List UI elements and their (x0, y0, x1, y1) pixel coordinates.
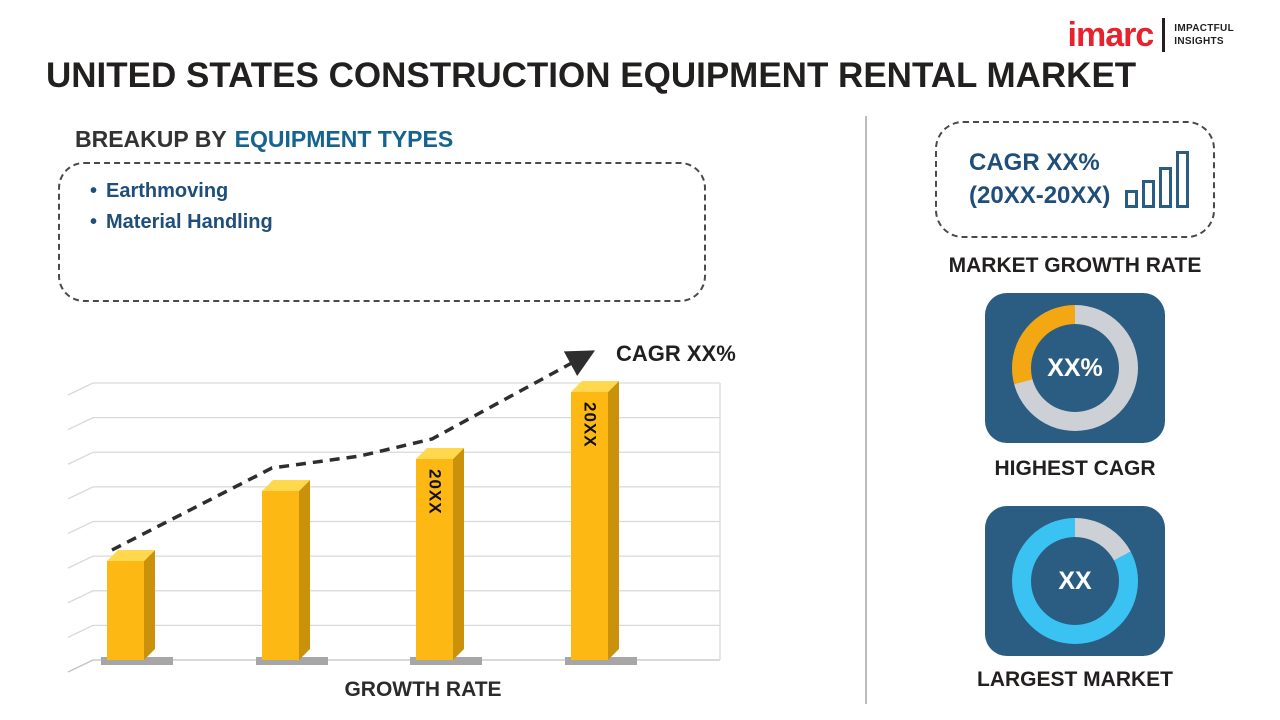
largest-market-card: XX (985, 506, 1165, 656)
bar-chart-icon-bar (1125, 190, 1138, 208)
cagr-period: (20XX-20XX) (969, 181, 1111, 209)
bar-chart-icon (1125, 151, 1189, 208)
bar-shadow-base (410, 657, 482, 665)
cagr-value: CAGR XX% (969, 149, 1100, 177)
chart-bar (107, 561, 144, 660)
logo-tagline-line1: IMPACTFUL (1174, 23, 1234, 34)
imarc-logo: imarc IMPACTFUL INSIGHTS (1068, 18, 1234, 52)
page-title: UNITED STATES CONSTRUCTION EQUIPMENT REN… (46, 56, 1137, 95)
chart-bar-label: 20XX (580, 402, 600, 448)
largest-market-value: XX (1031, 537, 1119, 625)
list-item: • Earthmoving (90, 176, 273, 207)
bar-chart-icon-bar (1176, 151, 1189, 208)
bar-chart-icon-bar (1159, 167, 1172, 208)
cagr-box: CAGR XX% (20XX-20XX) (935, 121, 1215, 238)
breakup-heading-prefix: BREAKUP BY (75, 126, 227, 152)
chart-bar: 20XX (571, 392, 608, 660)
bar-chart-icon-bar (1142, 180, 1155, 208)
highest-cagr-card: XX% (985, 293, 1165, 443)
list-item: • Material Handling (90, 207, 273, 238)
chart-bar: 20XX (416, 459, 453, 660)
bullet-icon: • (90, 180, 98, 202)
chart-gridlines (67, 382, 721, 673)
logo-tagline-line2: INSIGHTS (1174, 36, 1224, 47)
largest-market-donut: XX (1012, 518, 1138, 644)
highest-cagr-value: XX% (1031, 324, 1119, 412)
chart-x-axis-label: GROWTH RATE (344, 678, 502, 701)
bar-shadow-base (101, 657, 173, 665)
cagr-annotation: CAGR XX% (616, 341, 736, 366)
chart-bars-layer: 20XX 20XX (60, 335, 730, 675)
breakup-heading: BREAKUP BY EQUIPMENT TYPES (75, 126, 453, 153)
bullet-icon: • (90, 211, 98, 233)
breakup-heading-highlight: EQUIPMENT TYPES (234, 126, 454, 152)
chart-bar-label: 20XX (425, 469, 445, 515)
logo-divider (1162, 18, 1166, 52)
breakup-list: • Earthmoving • Material Handling (90, 176, 273, 238)
growth-bar-chart: 20XX 20XX (60, 335, 730, 675)
list-item-label: Earthmoving (106, 180, 229, 202)
chart-bar (262, 491, 299, 660)
bar-shadow-base (565, 657, 637, 665)
logo-tagline: IMPACTFUL INSIGHTS (1174, 22, 1234, 48)
highest-cagr-donut: XX% (1012, 305, 1138, 431)
highest-cagr-label: HIGHEST CAGR (994, 457, 1156, 480)
breakup-box: • Earthmoving • Material Handling (58, 162, 706, 302)
bar-shadow-base (256, 657, 328, 665)
cagr-text: CAGR XX% (20XX-20XX) (969, 147, 1110, 212)
imarc-brand-text: imarc (1067, 16, 1155, 54)
largest-market-label: LARGEST MARKET (977, 668, 1173, 691)
list-item-label: Material Handling (106, 211, 273, 233)
vertical-divider (865, 116, 867, 704)
market-growth-rate-label: MARKET GROWTH RATE (948, 254, 1202, 277)
